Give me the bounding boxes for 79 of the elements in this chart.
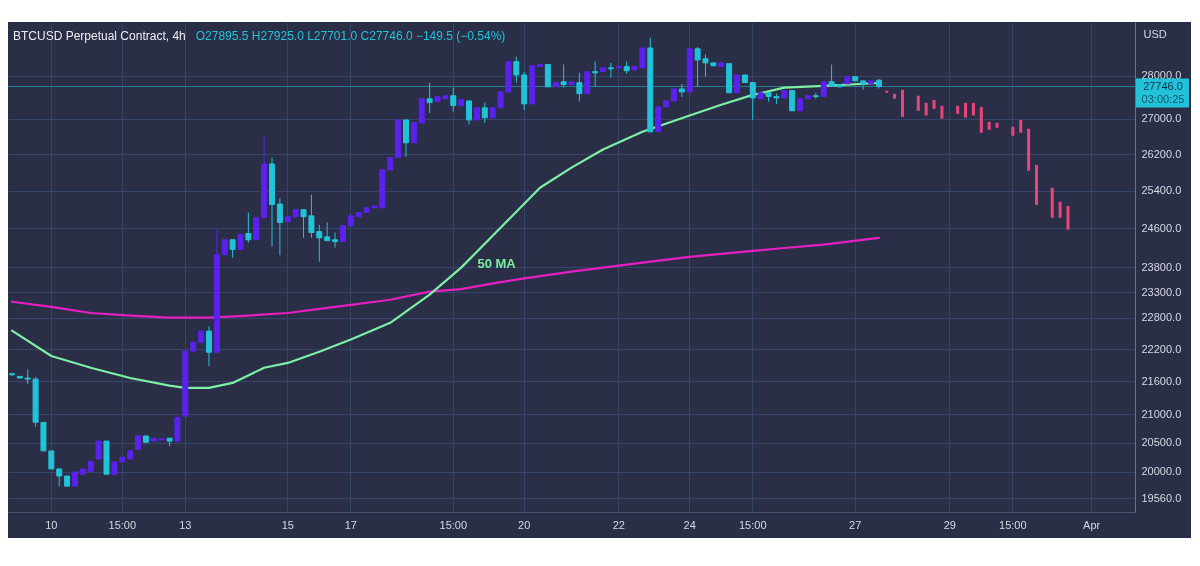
candlestick <box>592 61 599 88</box>
bar <box>1034 164 1038 205</box>
candlestick <box>513 56 520 84</box>
candlestick <box>229 239 236 259</box>
bar <box>916 95 920 111</box>
text: BTCUSD Perpetual Contract, 4h <box>13 29 186 43</box>
x-tick-label: 24 <box>683 518 696 531</box>
y-tick-label: 28000.0 <box>1141 69 1182 82</box>
x-tick-label: 15:00 <box>739 518 767 531</box>
bar <box>901 89 905 117</box>
x-tick-label: 13 <box>179 518 192 531</box>
y-tick-label: 22200.0 <box>1141 342 1182 355</box>
candlestick <box>324 221 331 242</box>
bar <box>1058 201 1062 218</box>
candlestick <box>749 82 756 121</box>
candlestick <box>450 87 457 113</box>
y-tick-label: 21600.0 <box>1141 374 1182 387</box>
bar <box>1066 205 1070 230</box>
y-tick-label: 19560.0 <box>1141 491 1182 504</box>
x-tick-label: Apr <box>1083 518 1101 531</box>
x-tick-label: 20 <box>518 518 531 531</box>
bar <box>893 93 897 99</box>
candlestick <box>544 64 551 88</box>
x-tick-label: 15:00 <box>999 518 1027 531</box>
y-tick-label: 23800.0 <box>1141 260 1182 273</box>
y-axis-title: USD <box>1143 27 1167 40</box>
candlestick <box>584 71 591 95</box>
x-tick-label: 17 <box>344 518 357 531</box>
candlestick <box>860 80 867 91</box>
x-tick-label: 15:00 <box>108 518 137 531</box>
text: 03:00:25 <box>1141 92 1185 105</box>
y-tick-label: 25400.0 <box>1141 184 1182 197</box>
candlestick <box>205 325 212 367</box>
bar <box>1019 119 1023 133</box>
y-tick-label: 26200.0 <box>1141 147 1182 160</box>
series-label: 50 MA <box>477 255 517 271</box>
y-tick-label: 21000.0 <box>1141 407 1182 420</box>
candlestick <box>481 102 488 124</box>
bar <box>956 105 960 114</box>
y-tick-label: 20000.0 <box>1141 465 1182 478</box>
candlestick <box>174 416 181 442</box>
x-tick-label: 15 <box>281 518 294 531</box>
candlestick <box>560 64 567 89</box>
bar <box>1011 126 1015 136</box>
bar <box>1027 128 1031 171</box>
candlestick <box>245 212 252 244</box>
x-tick-label: 15:00 <box>439 518 468 531</box>
y-tick-label: 22800.0 <box>1141 311 1182 324</box>
candlestick <box>253 217 260 241</box>
ref-line-label: 27746.0 <box>1143 79 1183 92</box>
candlestick <box>276 197 283 256</box>
bar <box>987 121 991 130</box>
x-tick-label: 27 <box>849 518 862 531</box>
candlestick <box>466 100 473 126</box>
candlestick <box>576 72 583 103</box>
bar <box>964 102 968 118</box>
y-tick-label: 24600.0 <box>1141 221 1182 234</box>
bar <box>995 122 999 128</box>
bar <box>924 102 928 116</box>
bar <box>940 105 944 119</box>
x-tick-label: 29 <box>943 518 956 531</box>
y-tick-label: 27000.0 <box>1141 112 1182 125</box>
text: O27895.5 H27925.0 L27701.0 C27746.0 −149.5 (−0.54%) <box>195 29 506 43</box>
bar <box>1050 187 1054 218</box>
candlestick <box>332 232 339 249</box>
bar <box>971 102 975 116</box>
y-tick-label: 23300.0 <box>1141 285 1182 298</box>
candlestick <box>789 90 796 112</box>
candlestick <box>410 122 417 144</box>
candlestick <box>607 62 614 79</box>
candlestick <box>426 82 433 114</box>
y-tick-label: 20500.0 <box>1141 436 1182 449</box>
bar <box>885 90 889 93</box>
x-tick-label: 10 <box>45 518 58 531</box>
x-tick-label: 22 <box>612 518 625 531</box>
bar <box>979 106 983 133</box>
bar <box>932 99 936 109</box>
candlestick <box>403 119 409 158</box>
line-series <box>10 236 880 319</box>
